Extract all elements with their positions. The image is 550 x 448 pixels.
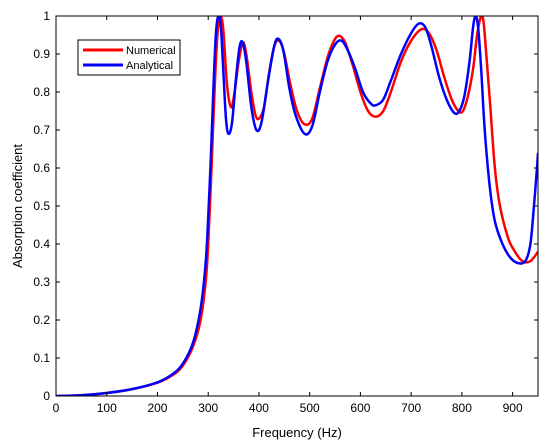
y-tick-label: 0.2 [33,313,50,327]
x-tick-label: 800 [452,401,472,415]
legend: Numerical Analytical [77,39,181,76]
x-tick-label: 500 [300,401,320,415]
x-axis-label: Frequency (Hz) [252,425,342,440]
y-tick-label: 0.7 [33,123,50,137]
x-tick-label: 700 [401,401,421,415]
y-axis-label: Absorption coefficient [10,144,25,268]
series-line-analytical [56,16,538,396]
x-tick-label: 300 [198,401,218,415]
y-tick-label: 0.4 [33,237,50,251]
x-tick-label: 0 [53,401,60,415]
y-tick-label: 0.5 [33,199,50,213]
x-tick-label: 100 [97,401,117,415]
y-tick-label: 0.9 [33,47,50,61]
y-tick-label: 0.6 [33,161,50,175]
y-tick-label: 0 [43,389,50,403]
y-tick-label: 0.8 [33,85,50,99]
x-tick-label: 600 [350,401,370,415]
y-tick-label: 0.3 [33,275,50,289]
legend-box [77,39,181,76]
y-tick-label: 0.1 [33,351,50,365]
series-layer [56,16,538,396]
x-tick-label: 400 [249,401,269,415]
legend-label-analytical: Analytical [126,60,173,72]
legend-label-numerical: Numerical [126,45,176,57]
ticks-layer: 0 100 200 300 400 500 600 700 800 900 0 0.1 0.2 0.3 0.… [33,9,538,415]
x-tick-label: 200 [147,401,167,415]
x-tick-label: 900 [503,401,523,415]
y-tick-label: 1 [43,9,50,23]
